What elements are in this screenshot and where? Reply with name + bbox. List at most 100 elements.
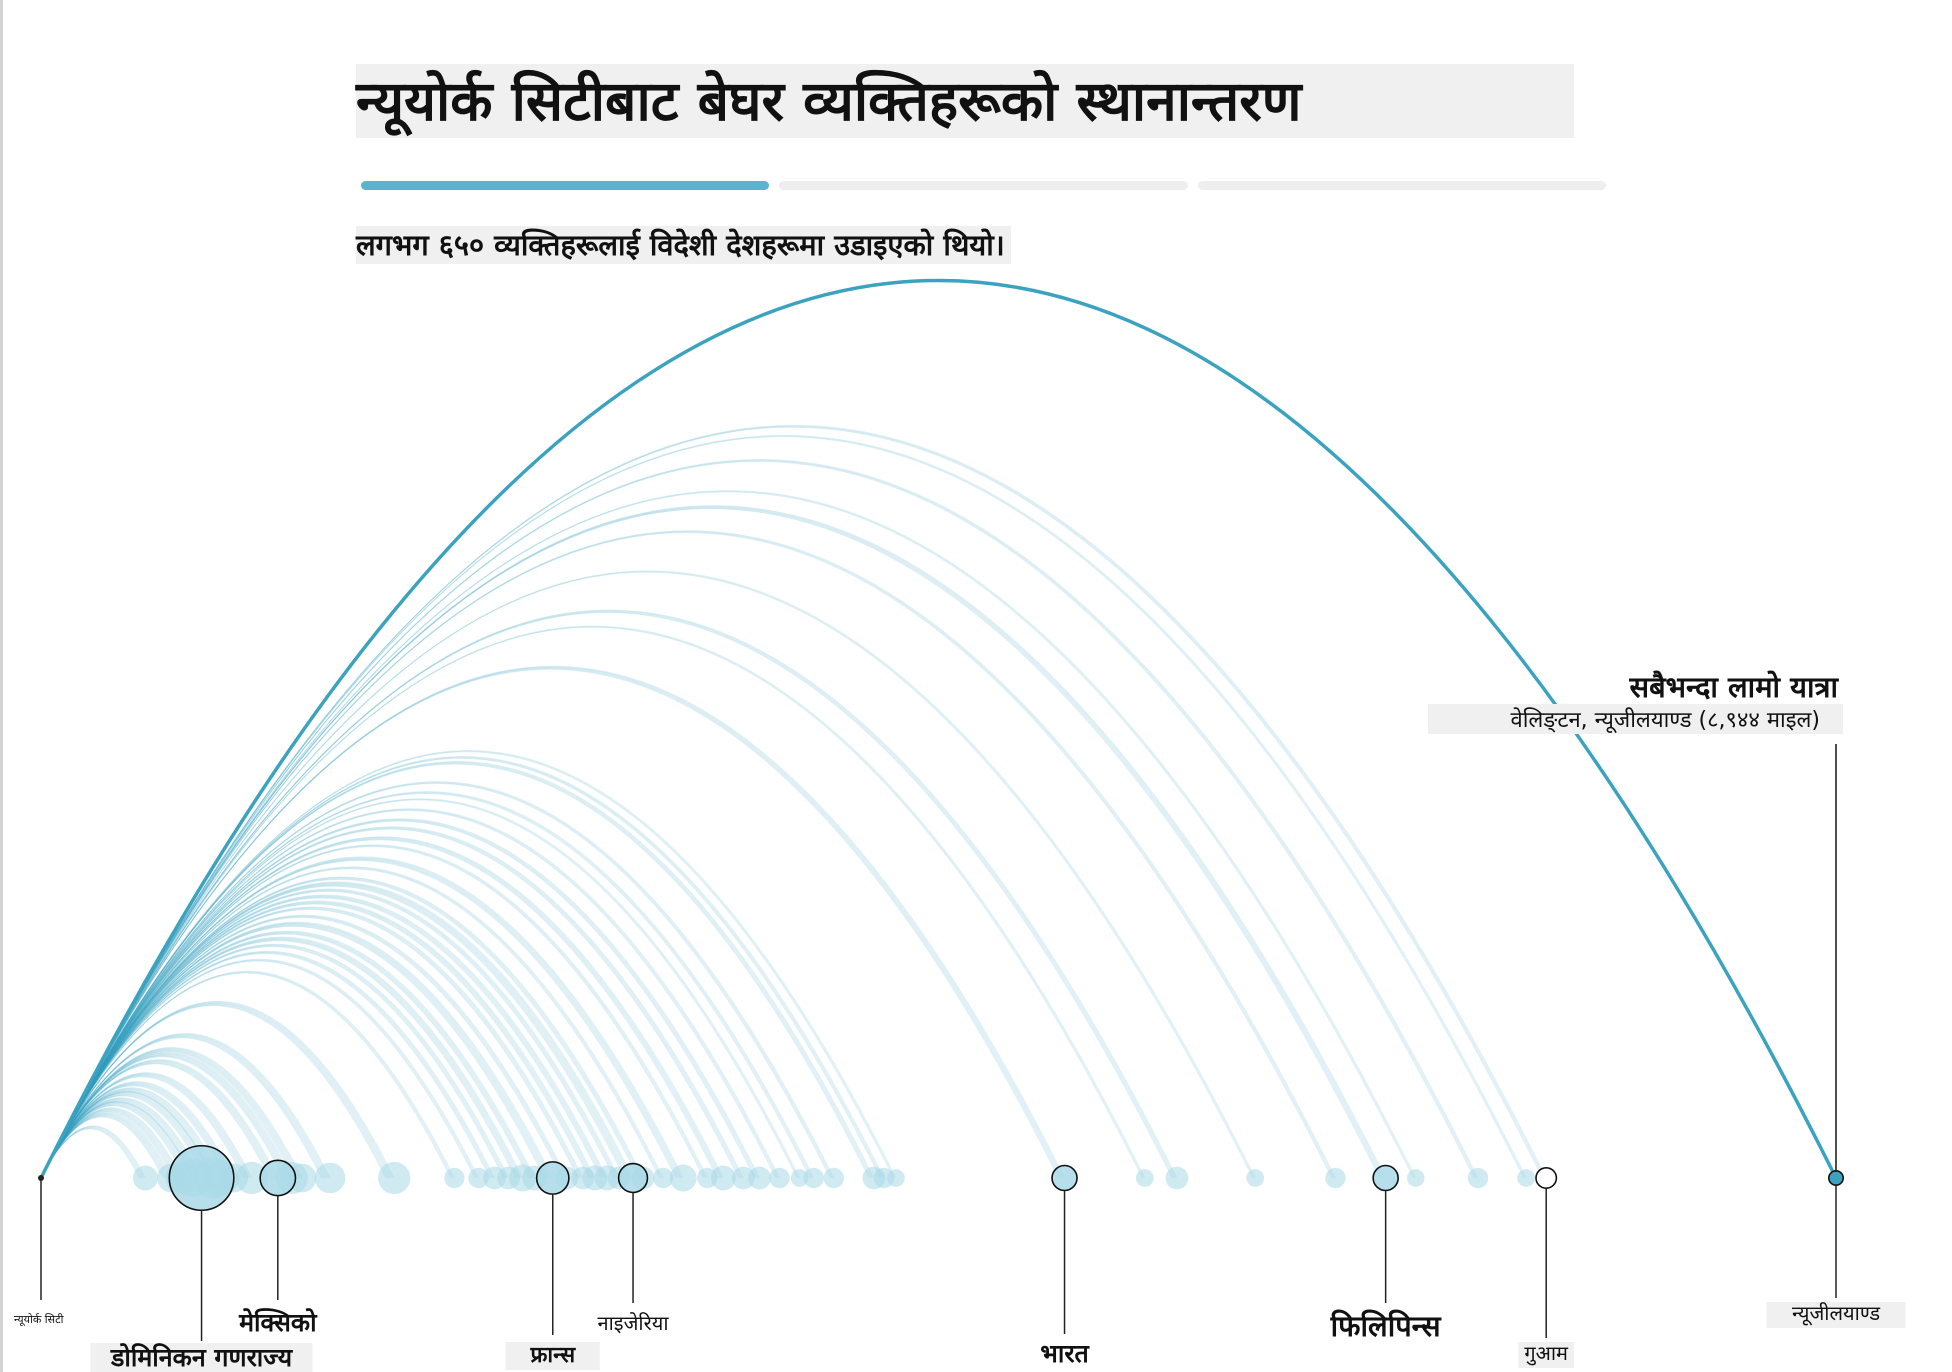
- flight-arc: [40, 611, 1174, 1179]
- destination-dot[interactable]: [652, 1167, 674, 1189]
- destination-dot[interactable]: [748, 1166, 771, 1190]
- flight-arc: [40, 627, 1143, 1179]
- flight-arc: [40, 845, 707, 1179]
- destination-dot[interactable]: [769, 1167, 790, 1189]
- flight-arc: [40, 1101, 195, 1179]
- flight-arc: [40, 505, 1385, 1179]
- destination-dot[interactable]: [790, 1169, 809, 1187]
- destination-dot[interactable]: [444, 1167, 465, 1189]
- destination-dot[interactable]: [1135, 1169, 1154, 1187]
- flight-arc: [40, 970, 455, 1179]
- progress-step-2[interactable]: [779, 181, 1188, 190]
- destination-dot[interactable]: [314, 1162, 346, 1194]
- flight-arc: [40, 883, 630, 1179]
- flight-arc: [40, 1104, 188, 1179]
- flight-arc: [40, 1093, 210, 1179]
- flight-arc: [40, 1052, 293, 1179]
- flight-arc: [40, 952, 493, 1179]
- flight-arc: [40, 810, 777, 1179]
- flight-arc: [40, 882, 633, 1179]
- flight-arc: [40, 896, 604, 1179]
- flight-arc: [40, 860, 677, 1179]
- flight-arc: [40, 1055, 287, 1179]
- destination-dot[interactable]: [1246, 1169, 1265, 1187]
- flight-arc: [40, 425, 1547, 1179]
- destination-dot[interactable]: [235, 1161, 268, 1195]
- flight-arc: [40, 426, 1544, 1179]
- flight-arc: [40, 1002, 393, 1179]
- destination-dot[interactable]: [1406, 1169, 1425, 1187]
- destination-dot[interactable]: [1827, 1169, 1845, 1187]
- flight-arc: [40, 808, 780, 1179]
- flight-arc: [40, 1110, 176, 1179]
- destination-dot[interactable]: [1467, 1167, 1489, 1189]
- flight-arc: [40, 922, 553, 1179]
- flight-arc: [40, 900, 596, 1179]
- flight-arc: [40, 827, 742, 1179]
- flight-arc: [40, 1091, 214, 1179]
- flight-arc: [40, 1103, 190, 1179]
- flight-arc: [40, 1034, 329, 1179]
- flight-arc: [40, 1036, 324, 1179]
- destination-dot[interactable]: [1325, 1167, 1346, 1189]
- flight-arc: [40, 902, 592, 1179]
- flight-arc: [40, 895, 606, 1179]
- destination-dot[interactable]: [823, 1167, 844, 1189]
- destination-dot[interactable]: [732, 1166, 755, 1190]
- flight-arc: [40, 1088, 220, 1179]
- flight-arc: [40, 530, 1336, 1179]
- flight-arc: [40, 819, 759, 1179]
- destination-dot[interactable]: [132, 1165, 158, 1191]
- flight-arc: [40, 828, 741, 1179]
- flight-arc: [40, 1048, 299, 1179]
- destination-dot[interactable]: [617, 1162, 649, 1194]
- flight-arc: [40, 926, 545, 1179]
- flight-arc: [40, 782, 832, 1179]
- flight-arc: [40, 1083, 231, 1179]
- flight-arc: [40, 1128, 140, 1179]
- destination-dot[interactable]: [259, 1159, 297, 1197]
- destination-dot[interactable]: [1535, 1167, 1558, 1190]
- flight-arc: [40, 761, 874, 1179]
- flight-arc: [40, 666, 1063, 1179]
- flight-arc: [40, 939, 519, 1179]
- destination-dot[interactable]: [1372, 1164, 1399, 1192]
- flight-arc: [40, 839, 718, 1179]
- flight-arc: [40, 856, 684, 1179]
- destination-dot[interactable]: [378, 1161, 411, 1195]
- progress-step-1[interactable]: [361, 181, 769, 190]
- destination-dot[interactable]: [468, 1167, 489, 1189]
- flight-arc: [40, 1075, 245, 1179]
- flight-arc: [40, 945, 506, 1179]
- flight-arc: [40, 792, 811, 1179]
- flight-arc: [40, 791, 813, 1179]
- flight-arc: [40, 959, 478, 1179]
- flight-arc: [40, 1048, 300, 1179]
- destination-dot[interactable]: [710, 1165, 736, 1191]
- flight-arc: [40, 838, 721, 1179]
- destination-dot[interactable]: [535, 1161, 570, 1195]
- flight-arc: [40, 960, 477, 1179]
- flight-arc: [40, 878, 640, 1179]
- flight-arc: [40, 1084, 229, 1179]
- destination-dot[interactable]: [1051, 1164, 1078, 1192]
- destination-dot[interactable]: [887, 1169, 905, 1187]
- progress-step-3[interactable]: [1198, 181, 1606, 190]
- flight-arc: [40, 846, 705, 1179]
- flight-arc: [40, 426, 1545, 1179]
- flight-arc: [40, 1076, 244, 1179]
- flight-arc: [40, 1072, 253, 1179]
- flight-arc: [40, 1082, 232, 1179]
- destination-dot[interactable]: [1517, 1169, 1535, 1187]
- flight-arc: [40, 938, 520, 1179]
- flight-arc: [40, 1094, 209, 1179]
- destination-label: नाइजेरिया: [597, 1311, 669, 1335]
- arcs-layer: [39, 278, 1838, 1179]
- destination-dot[interactable]: [168, 1144, 235, 1212]
- destination-dot[interactable]: [669, 1164, 697, 1192]
- flight-arc: [40, 1052, 292, 1179]
- flight-arc: [40, 798, 799, 1179]
- destination-dot[interactable]: [803, 1167, 824, 1189]
- destination-dot[interactable]: [1165, 1166, 1189, 1190]
